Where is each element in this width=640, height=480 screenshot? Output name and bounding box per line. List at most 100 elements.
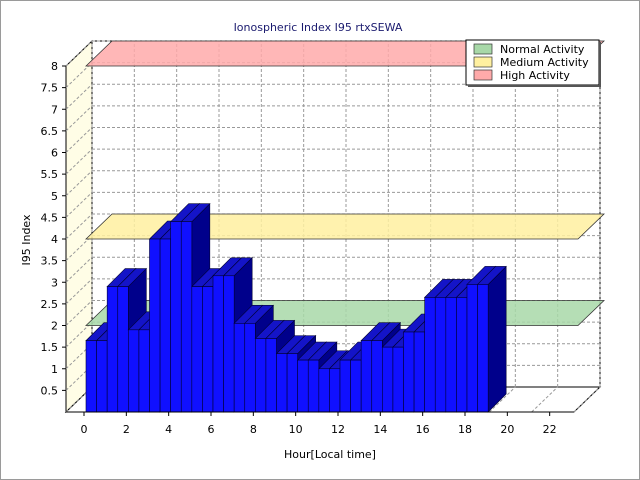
grid-line	[65, 235, 93, 261]
bar-front	[350, 359, 362, 413]
bar-front	[456, 297, 468, 413]
legend-label: Normal Activity	[500, 43, 585, 56]
x-tick-label: 8	[250, 423, 257, 436]
bar-front	[128, 329, 140, 413]
y-tick-label: 3	[51, 276, 58, 289]
bar-front	[466, 284, 478, 413]
grid-line	[65, 40, 93, 67]
y-tick-label: 2.5	[41, 298, 59, 311]
bar-front	[434, 297, 447, 413]
y-axis-ticks: 0.5 1 1.5 2 2.5 3 3.5 4 4.5 5 5.5 6 6.5 7 7.5 8	[41, 60, 66, 397]
x-tick-label: 0	[81, 423, 88, 436]
bar-front	[223, 275, 235, 413]
x-tick-label: 18	[458, 423, 472, 436]
legend-swatch	[473, 43, 493, 55]
bar-front	[371, 340, 383, 413]
grid-line	[573, 386, 601, 413]
y-tick-label: 5	[51, 190, 58, 203]
legend-label: Medium Activity	[500, 56, 589, 69]
grid-line	[65, 105, 93, 132]
grid-line	[65, 300, 93, 326]
bar-front	[244, 323, 256, 413]
x-tick-label: 16	[416, 423, 430, 436]
legend-swatch	[473, 56, 493, 68]
bar-front	[191, 286, 203, 413]
y-axis-label: I95 Index	[20, 214, 33, 266]
bar-front	[106, 286, 119, 413]
grid-line	[65, 127, 93, 153]
bar-front	[180, 221, 193, 413]
bar-front	[202, 286, 214, 413]
grid-line	[65, 62, 93, 88]
bar-front	[212, 275, 224, 413]
y-tick-label: 5.5	[41, 168, 59, 181]
bar-front	[159, 238, 171, 413]
grid-line	[65, 148, 93, 175]
y-tick-label: 1.5	[41, 341, 59, 354]
x-axis-label: Hour[Local time]	[284, 448, 376, 461]
legend-swatch	[473, 69, 493, 81]
bar-front	[233, 323, 246, 413]
bar-front	[170, 221, 182, 413]
x-tick-label: 2	[123, 423, 130, 436]
y-tick-label: 1	[51, 363, 58, 376]
bar-front	[96, 340, 108, 413]
bar-side	[487, 265, 507, 413]
x-tick-label: 20	[500, 423, 514, 436]
bar-front	[339, 359, 351, 413]
grid-line	[65, 213, 93, 240]
y-tick-label: 3.5	[41, 255, 59, 268]
bars	[85, 202, 507, 413]
y-tick-label: 0.5	[41, 384, 59, 397]
chart-title: Ionospheric Index I95 rtxSEWA	[234, 21, 403, 34]
grid-line	[65, 83, 93, 110]
bar-front	[477, 284, 489, 413]
grid-line	[531, 386, 559, 413]
grid-line	[65, 170, 93, 197]
y-tick-label: 8	[51, 60, 58, 73]
legend-label: High Activity	[500, 69, 570, 82]
y-tick-label: 6.5	[41, 125, 59, 138]
bar-front	[149, 238, 161, 413]
bar-front	[445, 297, 457, 413]
bar-front	[360, 340, 373, 413]
x-tick-label: 12	[331, 423, 345, 436]
bar	[476, 265, 507, 413]
activity-band	[85, 213, 605, 240]
bar-front	[413, 331, 425, 413]
x-tick-label: 6	[208, 423, 215, 436]
bar-front	[307, 359, 320, 413]
x-axis-ticks: 0 2 4 6 8 10 12 14 16 18 20 22	[66, 411, 574, 436]
bar-front	[382, 346, 394, 413]
bar-front	[286, 353, 298, 413]
bar-front	[403, 331, 415, 413]
grid-line	[65, 192, 93, 218]
bar-front	[117, 286, 129, 413]
y-tick-label: 4.5	[41, 211, 59, 224]
y-tick-label: 6	[51, 147, 58, 160]
bar-front	[297, 359, 309, 413]
bar-front	[85, 340, 97, 413]
x-tick-label: 4	[165, 423, 172, 436]
grid-line	[65, 321, 93, 348]
y-tick-label: 7	[51, 103, 58, 116]
bar-front	[318, 368, 330, 413]
bar-front	[276, 353, 288, 413]
x-tick-label: 22	[543, 423, 557, 436]
bar-front	[138, 329, 150, 413]
bar-front	[424, 297, 436, 413]
grid-line	[65, 256, 93, 283]
grid-line	[65, 278, 93, 305]
bar-front	[255, 338, 267, 413]
bar-front	[265, 338, 277, 413]
bar-front	[392, 346, 404, 413]
grid-line	[488, 386, 516, 413]
x-tick-label: 10	[289, 423, 303, 436]
x-tick-label: 14	[373, 423, 387, 436]
y-tick-label: 4	[51, 233, 58, 246]
bar-front	[329, 368, 341, 413]
y-tick-label: 7.5	[41, 82, 59, 95]
y-tick-label: 2	[51, 320, 58, 333]
